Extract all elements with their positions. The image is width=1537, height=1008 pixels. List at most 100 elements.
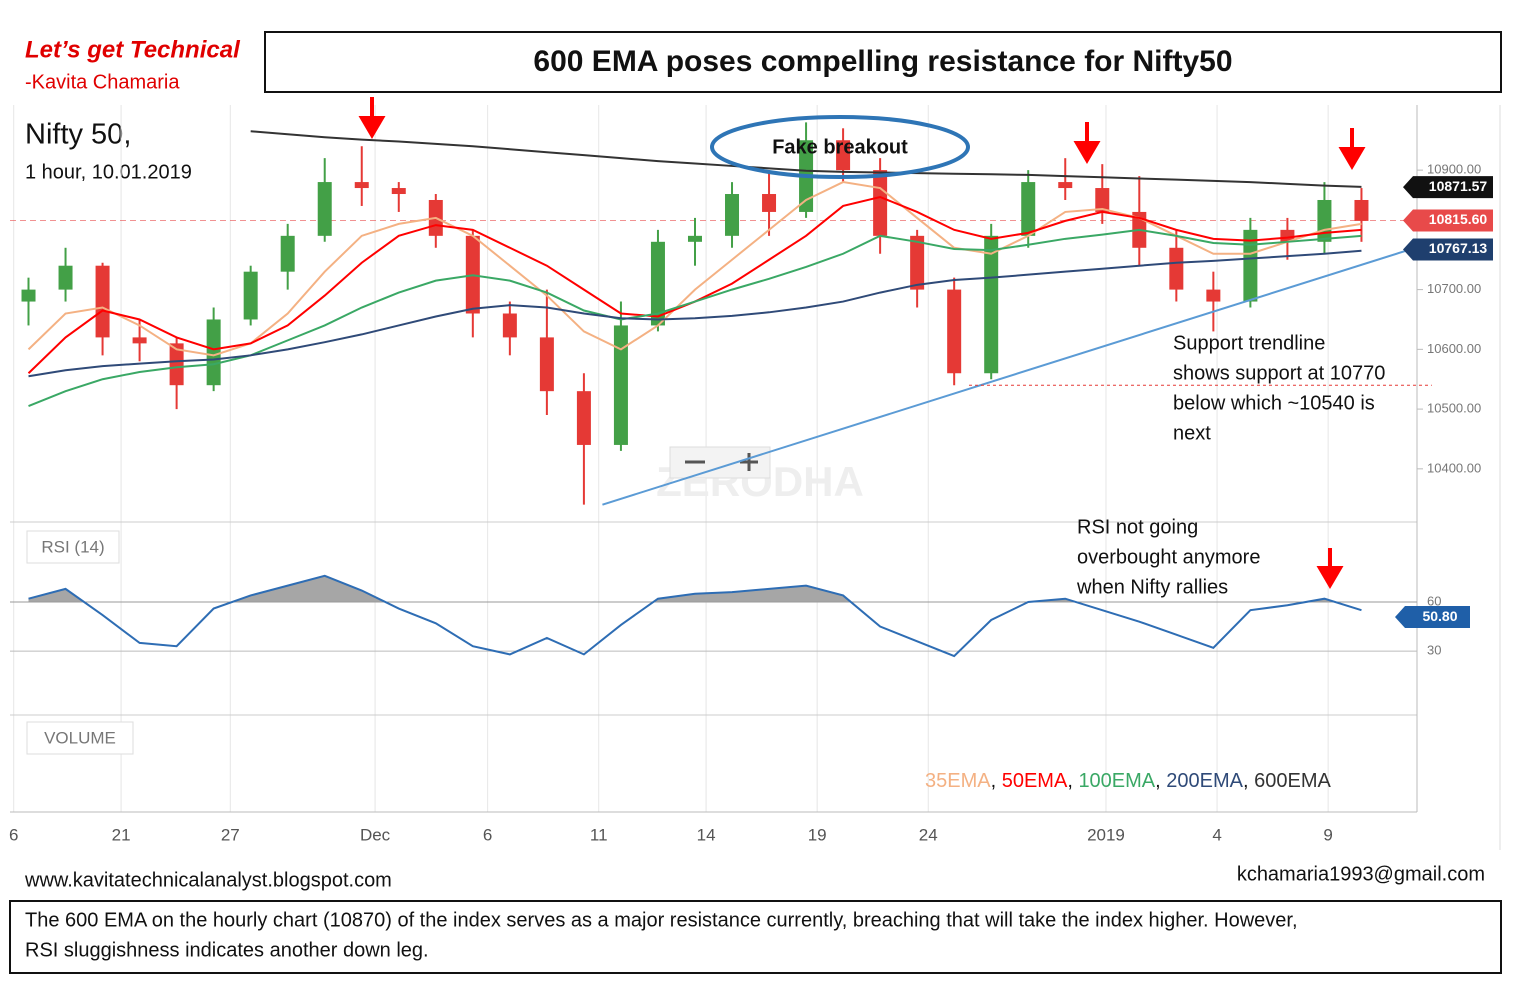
x-tick-label: Dec xyxy=(360,825,391,844)
candle-body xyxy=(391,188,406,195)
candle-body xyxy=(95,265,110,338)
x-tick-label: 19 xyxy=(808,825,827,844)
candle-body xyxy=(1206,289,1221,302)
legend-separator: , xyxy=(1155,770,1166,792)
rsi-label-box xyxy=(26,530,120,564)
arrow xyxy=(1316,548,1344,589)
candle-body xyxy=(354,182,369,189)
ema-line xyxy=(250,130,1362,188)
candle-body xyxy=(1058,182,1073,189)
rsi-tag-label: 50.80 xyxy=(1422,608,1457,624)
candle-body xyxy=(910,235,925,290)
arrow xyxy=(1073,122,1101,164)
candle-body xyxy=(576,391,591,445)
arrow xyxy=(358,97,386,139)
price-tag xyxy=(1403,176,1493,199)
candle-body xyxy=(1021,182,1036,236)
candle-body xyxy=(1317,199,1332,242)
candle-body xyxy=(1354,199,1369,221)
candle-body xyxy=(1243,229,1258,302)
y-tick-label: 10400.00 xyxy=(1427,460,1481,475)
x-tick-label: 4 xyxy=(1212,825,1221,844)
legend-entry: 35EMA xyxy=(925,770,991,792)
brand: Let’s get Technical xyxy=(25,36,241,63)
annotation: overbought anymore xyxy=(1077,546,1260,568)
summary-box xyxy=(9,900,1502,974)
y-tick-label: 30 xyxy=(1427,643,1441,658)
candle-body xyxy=(21,289,36,302)
ema-line xyxy=(27,181,1362,357)
x-tick-label: 9 xyxy=(1323,825,1332,844)
candle-body xyxy=(502,313,517,338)
price-tag xyxy=(1403,238,1493,261)
candle-body xyxy=(984,235,999,374)
candle-body xyxy=(58,265,73,290)
y-tick-label: 60 xyxy=(1427,593,1441,608)
legend-separator: , xyxy=(1067,770,1078,792)
arrows xyxy=(358,97,1366,589)
candle-body xyxy=(317,182,332,236)
candle-body xyxy=(947,289,962,374)
summary-line: The 600 EMA on the hourly chart (10870) … xyxy=(25,909,1298,931)
x-tick-label: 24 xyxy=(919,825,938,844)
price-tag xyxy=(1403,209,1493,232)
highlight-ellipse xyxy=(710,115,970,179)
overbought-fill xyxy=(28,575,1336,602)
legend-entry: 50EMA xyxy=(1002,770,1068,792)
annotation: Fake breakout xyxy=(772,136,908,158)
chart-title: 600 EMA poses compelling resistance for … xyxy=(533,45,1232,78)
annotation: shows support at 10770 xyxy=(1173,362,1385,384)
candle-body xyxy=(169,343,184,386)
price-tag-label: 10871.57 xyxy=(1429,178,1488,194)
website: www.kavitatechnicalanalyst.blogspot.com xyxy=(24,869,392,891)
candle-body xyxy=(539,337,554,392)
candle-body xyxy=(687,235,702,242)
y-tick-label: 10500.00 xyxy=(1427,401,1481,416)
plot: 6 21 27 Dec 6 11 14 19 24 2019 4 9 10400.00 10500.00 1… xyxy=(9,122,1493,844)
legend-entry: 200EMA xyxy=(1166,770,1243,792)
price-tag-label: 10815.60 xyxy=(1429,211,1488,227)
rsi-line xyxy=(28,574,1362,658)
legend-entry: 600EMA xyxy=(1254,770,1331,792)
volume-label-box xyxy=(26,721,134,755)
annotation: Support trendline xyxy=(1173,332,1325,354)
x-tick-label: 27 xyxy=(221,825,240,844)
candle-body xyxy=(613,325,628,445)
instrument: Nifty 50, xyxy=(25,119,131,151)
candle-body xyxy=(132,337,147,344)
candle-body xyxy=(725,194,740,236)
x-tick-label: 2019 xyxy=(1087,825,1125,844)
price-tag-label: 10767.13 xyxy=(1429,240,1488,256)
summary-line: RSI sluggishness indicates another down … xyxy=(25,939,429,961)
volume-label: VOLUME xyxy=(44,728,116,747)
x-tick-label: 14 xyxy=(697,825,716,844)
annotation: next xyxy=(1173,422,1211,444)
ema-line xyxy=(28,249,1362,378)
candle-body xyxy=(873,170,888,236)
legend: 35EMA, 50EMA, 100EMA, 200EMA, 600EMA xyxy=(925,770,1331,792)
candle-body xyxy=(762,194,777,212)
y-tick-label: 10600.00 xyxy=(1427,341,1481,356)
x-tick-label: 6 xyxy=(9,825,18,844)
arrow xyxy=(1338,128,1366,170)
candle-body xyxy=(1280,229,1295,242)
candle-body xyxy=(206,319,221,386)
annotation: when Nifty rallies xyxy=(1076,576,1228,598)
legend-entry: 100EMA xyxy=(1078,770,1155,792)
author: -Kavita Chamaria xyxy=(25,71,180,93)
rsi-tag xyxy=(1395,606,1470,629)
candle-body xyxy=(836,140,851,171)
candle-body xyxy=(650,241,665,326)
rsi-label: RSI (14) xyxy=(41,537,104,556)
x-tick-label: 6 xyxy=(483,825,492,844)
x-tick-label: 21 xyxy=(112,825,131,844)
y-tick-label: 10700.00 xyxy=(1427,281,1481,296)
zoom-controls[interactable] xyxy=(669,446,771,479)
timeframe: 1 hour, 10.01.2019 xyxy=(25,161,192,183)
candle-body xyxy=(243,271,258,320)
legend-separator: , xyxy=(991,770,1002,792)
candle-body xyxy=(280,235,295,272)
annotation: below which ~10540 is xyxy=(1173,392,1375,414)
